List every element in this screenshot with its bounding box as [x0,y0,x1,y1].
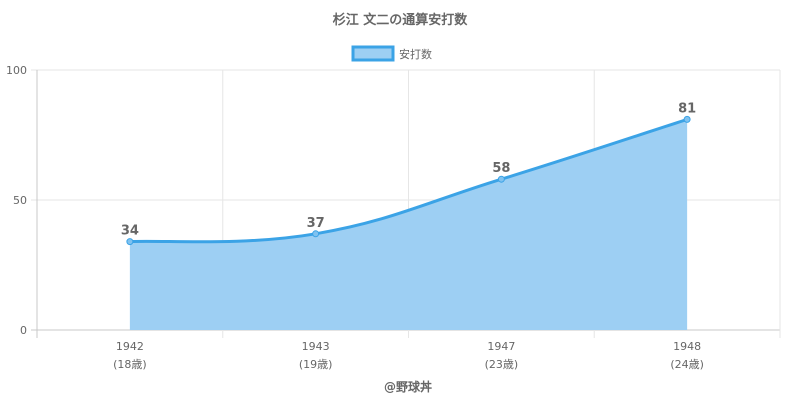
data-label: 58 [492,161,510,176]
data-point[interactable] [312,230,320,238]
chart-title: 杉江 文二の通算安打数 [333,12,469,28]
data-point[interactable] [497,175,505,183]
x-tick-sublabel: (18歳) [113,358,147,371]
data-label: 37 [307,216,325,231]
x-tick-sublabel: (19歳) [299,358,333,371]
data-labels: 34 37 58 81 [121,101,696,238]
points [126,115,691,246]
legend-swatch [351,45,395,62]
data-label: 34 [121,224,139,239]
x-tick-label: 1947 [487,340,515,353]
x-tick-label: 1943 [302,340,330,353]
y-tick-label: 50 [13,194,27,207]
data-point[interactable] [126,238,134,246]
y-tick-label: 0 [20,324,27,337]
area-layer [129,117,688,331]
y-axis-ticks: 0 50 100 [6,64,27,337]
series-line [129,117,688,244]
y-tick-label: 100 [6,64,27,77]
x-axis-ticks: 1942 (18歳) 1943 (19歳) 1947 (23歳) 1948 (24歳) [113,340,704,371]
legend-label: 安打数 [399,47,432,61]
data-point[interactable] [683,115,691,123]
x-tick-sublabel: (23歳) [485,358,519,371]
data-label: 81 [678,101,696,116]
x-tick-label: 1948 [673,340,701,353]
series-area-fill [129,119,688,331]
footer-credit: @野球丼 [384,379,432,394]
x-tick-label: 1942 [116,340,144,353]
legend[interactable]: 安打数 [351,45,432,62]
x-tick-sublabel: (24歳) [670,358,704,371]
